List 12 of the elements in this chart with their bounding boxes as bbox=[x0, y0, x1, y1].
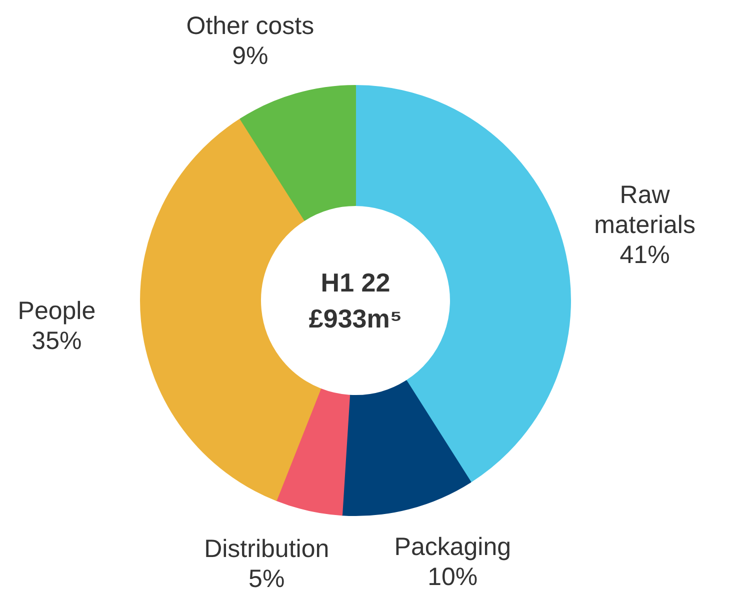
slice-label: Packaging bbox=[394, 533, 512, 562]
slice-label: Distribution bbox=[204, 534, 330, 563]
text: £933m⁵ bbox=[308, 304, 402, 334]
slice-label: Raw materials bbox=[594, 181, 696, 240]
data-label: 10% bbox=[428, 563, 478, 592]
slice-label: People bbox=[18, 296, 96, 325]
text: H1 22 bbox=[320, 268, 390, 298]
data-label: 5% bbox=[248, 564, 285, 593]
slice-label: Other costs bbox=[186, 12, 314, 40]
data-label: 41% bbox=[620, 241, 670, 270]
data-label: 35% bbox=[32, 326, 82, 355]
data-label: 9% bbox=[232, 42, 268, 70]
